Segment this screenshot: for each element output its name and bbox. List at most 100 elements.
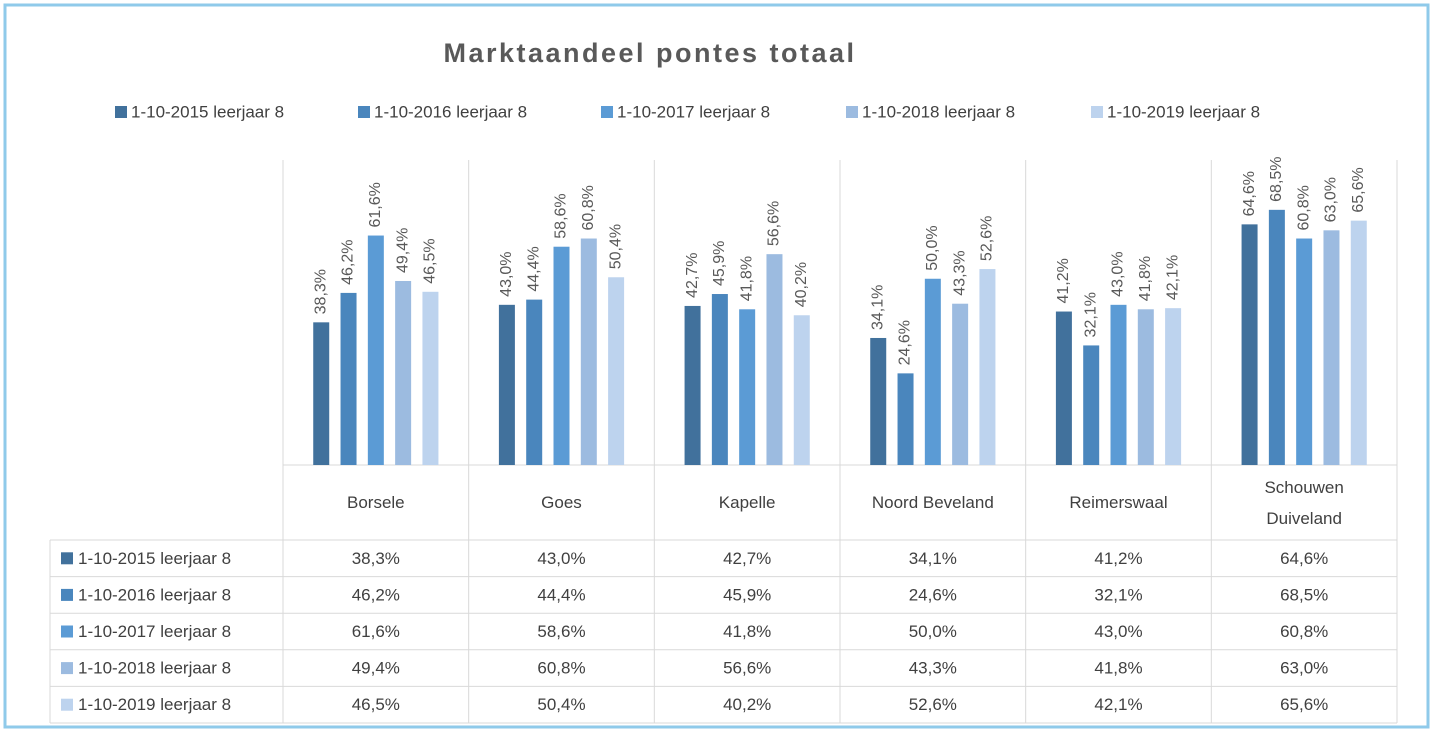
table-cell: 60,8% [537, 659, 585, 678]
legend-label: 1-10-2019 leerjaar 8 [1107, 102, 1260, 121]
data-label: 43,3% [951, 250, 968, 295]
table-cell: 46,5% [352, 695, 400, 714]
data-label: 42,1% [1164, 255, 1181, 300]
table-row-label: 1-10-2017 leerjaar 8 [78, 622, 231, 641]
data-label: 49,4% [394, 228, 411, 273]
data-label: 40,2% [793, 262, 810, 307]
bar [739, 309, 756, 465]
table-cell: 42,7% [723, 549, 771, 568]
bar [1083, 345, 1100, 465]
table-cell: 63,0% [1280, 659, 1328, 678]
bar [498, 304, 515, 465]
bar [1350, 220, 1367, 465]
table-cell: 46,2% [352, 585, 400, 604]
table-cell: 42,1% [1094, 695, 1142, 714]
bar [553, 246, 570, 465]
data-label: 43,0% [498, 251, 515, 296]
bar [1296, 238, 1313, 465]
data-label: 32,1% [1082, 292, 1099, 337]
bar [979, 269, 996, 465]
data-label: 58,6% [553, 193, 570, 238]
data-label: 34,1% [869, 285, 886, 330]
x-tick-label: Noord Beveland [871, 493, 994, 512]
table-cell: 43,0% [1094, 622, 1142, 641]
legend-swatch [1091, 106, 1103, 118]
bar [924, 278, 941, 465]
bar [1323, 230, 1340, 465]
data-label: 50,0% [924, 225, 941, 270]
data-label: 68,5% [1268, 156, 1285, 201]
bar [608, 277, 625, 465]
data-label: 43,0% [1110, 251, 1127, 296]
table-cell: 44,4% [537, 585, 585, 604]
data-label: 65,6% [1350, 167, 1367, 212]
x-tick-label: Borsele [347, 493, 405, 512]
table-row-label: 1-10-2019 leerjaar 8 [78, 695, 231, 714]
table-legend-swatch [61, 698, 73, 711]
bar [711, 294, 728, 465]
bar [1110, 304, 1127, 465]
table-legend-swatch [61, 662, 73, 675]
data-label: 63,0% [1323, 177, 1340, 222]
bar [870, 337, 887, 465]
bar [793, 315, 810, 465]
legend-label: 1-10-2015 leerjaar 8 [131, 102, 284, 121]
data-label: 41,8% [1137, 256, 1154, 301]
bar [340, 292, 357, 465]
table-cell: 64,6% [1280, 549, 1328, 568]
table-cell: 40,2% [723, 695, 771, 714]
legend-swatch [358, 106, 370, 118]
data-label: 52,6% [979, 216, 996, 261]
table-cell: 41,8% [723, 622, 771, 641]
bar [684, 305, 701, 465]
table-legend-swatch [61, 625, 73, 638]
legend-label: 1-10-2016 leerjaar 8 [374, 102, 527, 121]
table-cell: 32,1% [1094, 585, 1142, 604]
data-label: 60,8% [580, 185, 597, 230]
table-cell: 43,0% [537, 549, 585, 568]
data-label: 64,6% [1241, 171, 1258, 216]
data-label: 61,6% [367, 182, 384, 227]
data-label: 42,7% [684, 253, 701, 298]
bar [1241, 224, 1258, 465]
bar [580, 238, 597, 465]
bar [952, 303, 969, 465]
legend-swatch [115, 106, 127, 118]
table-cell: 43,3% [909, 659, 957, 678]
table-cell: 68,5% [1280, 585, 1328, 604]
bar [897, 373, 914, 465]
legend-label: 1-10-2017 leerjaar 8 [617, 102, 770, 121]
table-legend-swatch [61, 552, 73, 565]
data-label: 38,3% [312, 269, 329, 314]
table-cell: 61,6% [352, 622, 400, 641]
bar [313, 322, 330, 465]
bar [1268, 209, 1285, 465]
table-cell: 24,6% [909, 585, 957, 604]
legend-swatch [846, 106, 858, 118]
table-row-label: 1-10-2016 leerjaar 8 [78, 585, 231, 604]
data-label: 45,9% [711, 241, 728, 286]
table-cell: 58,6% [537, 622, 585, 641]
table-cell: 65,6% [1280, 695, 1328, 714]
data-label: 44,4% [525, 246, 542, 291]
data-label: 24,6% [897, 320, 914, 365]
x-tick-label: Schouwen Duiveland [1264, 477, 1344, 528]
x-tick-label: Kapelle [718, 493, 776, 512]
table-cell: 49,4% [352, 659, 400, 678]
data-label: 41,8% [738, 256, 755, 301]
table-cell: 60,8% [1280, 622, 1328, 641]
bar [1137, 309, 1154, 465]
table-cell: 52,6% [909, 695, 957, 714]
table-cell: 50,0% [909, 622, 957, 641]
data-label: 46,2% [340, 240, 357, 285]
bar [526, 299, 543, 465]
bar [395, 280, 412, 465]
table-row-label: 1-10-2015 leerjaar 8 [78, 549, 231, 568]
bar [766, 254, 783, 465]
x-tick-label: Reimerswaal [1069, 493, 1168, 512]
legend-swatch [601, 106, 613, 118]
data-label: 60,8% [1295, 185, 1312, 230]
data-label: 41,2% [1055, 258, 1072, 303]
